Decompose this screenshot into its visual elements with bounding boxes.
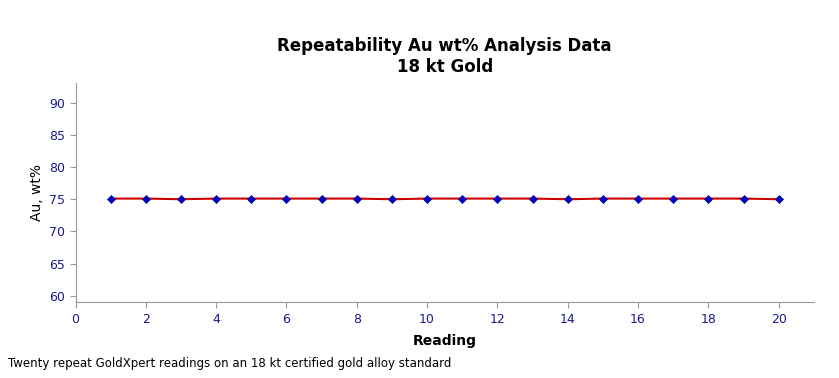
X-axis label: Reading: Reading: [413, 334, 477, 348]
Title: Repeatability Au wt% Analysis Data
18 kt Gold: Repeatability Au wt% Analysis Data 18 kt…: [278, 37, 612, 76]
Y-axis label: Au, wt%: Au, wt%: [29, 164, 44, 221]
Text: Twenty repeat GoldXpert readings on an 18 kt certified gold alloy standard: Twenty repeat GoldXpert readings on an 1…: [8, 358, 451, 370]
